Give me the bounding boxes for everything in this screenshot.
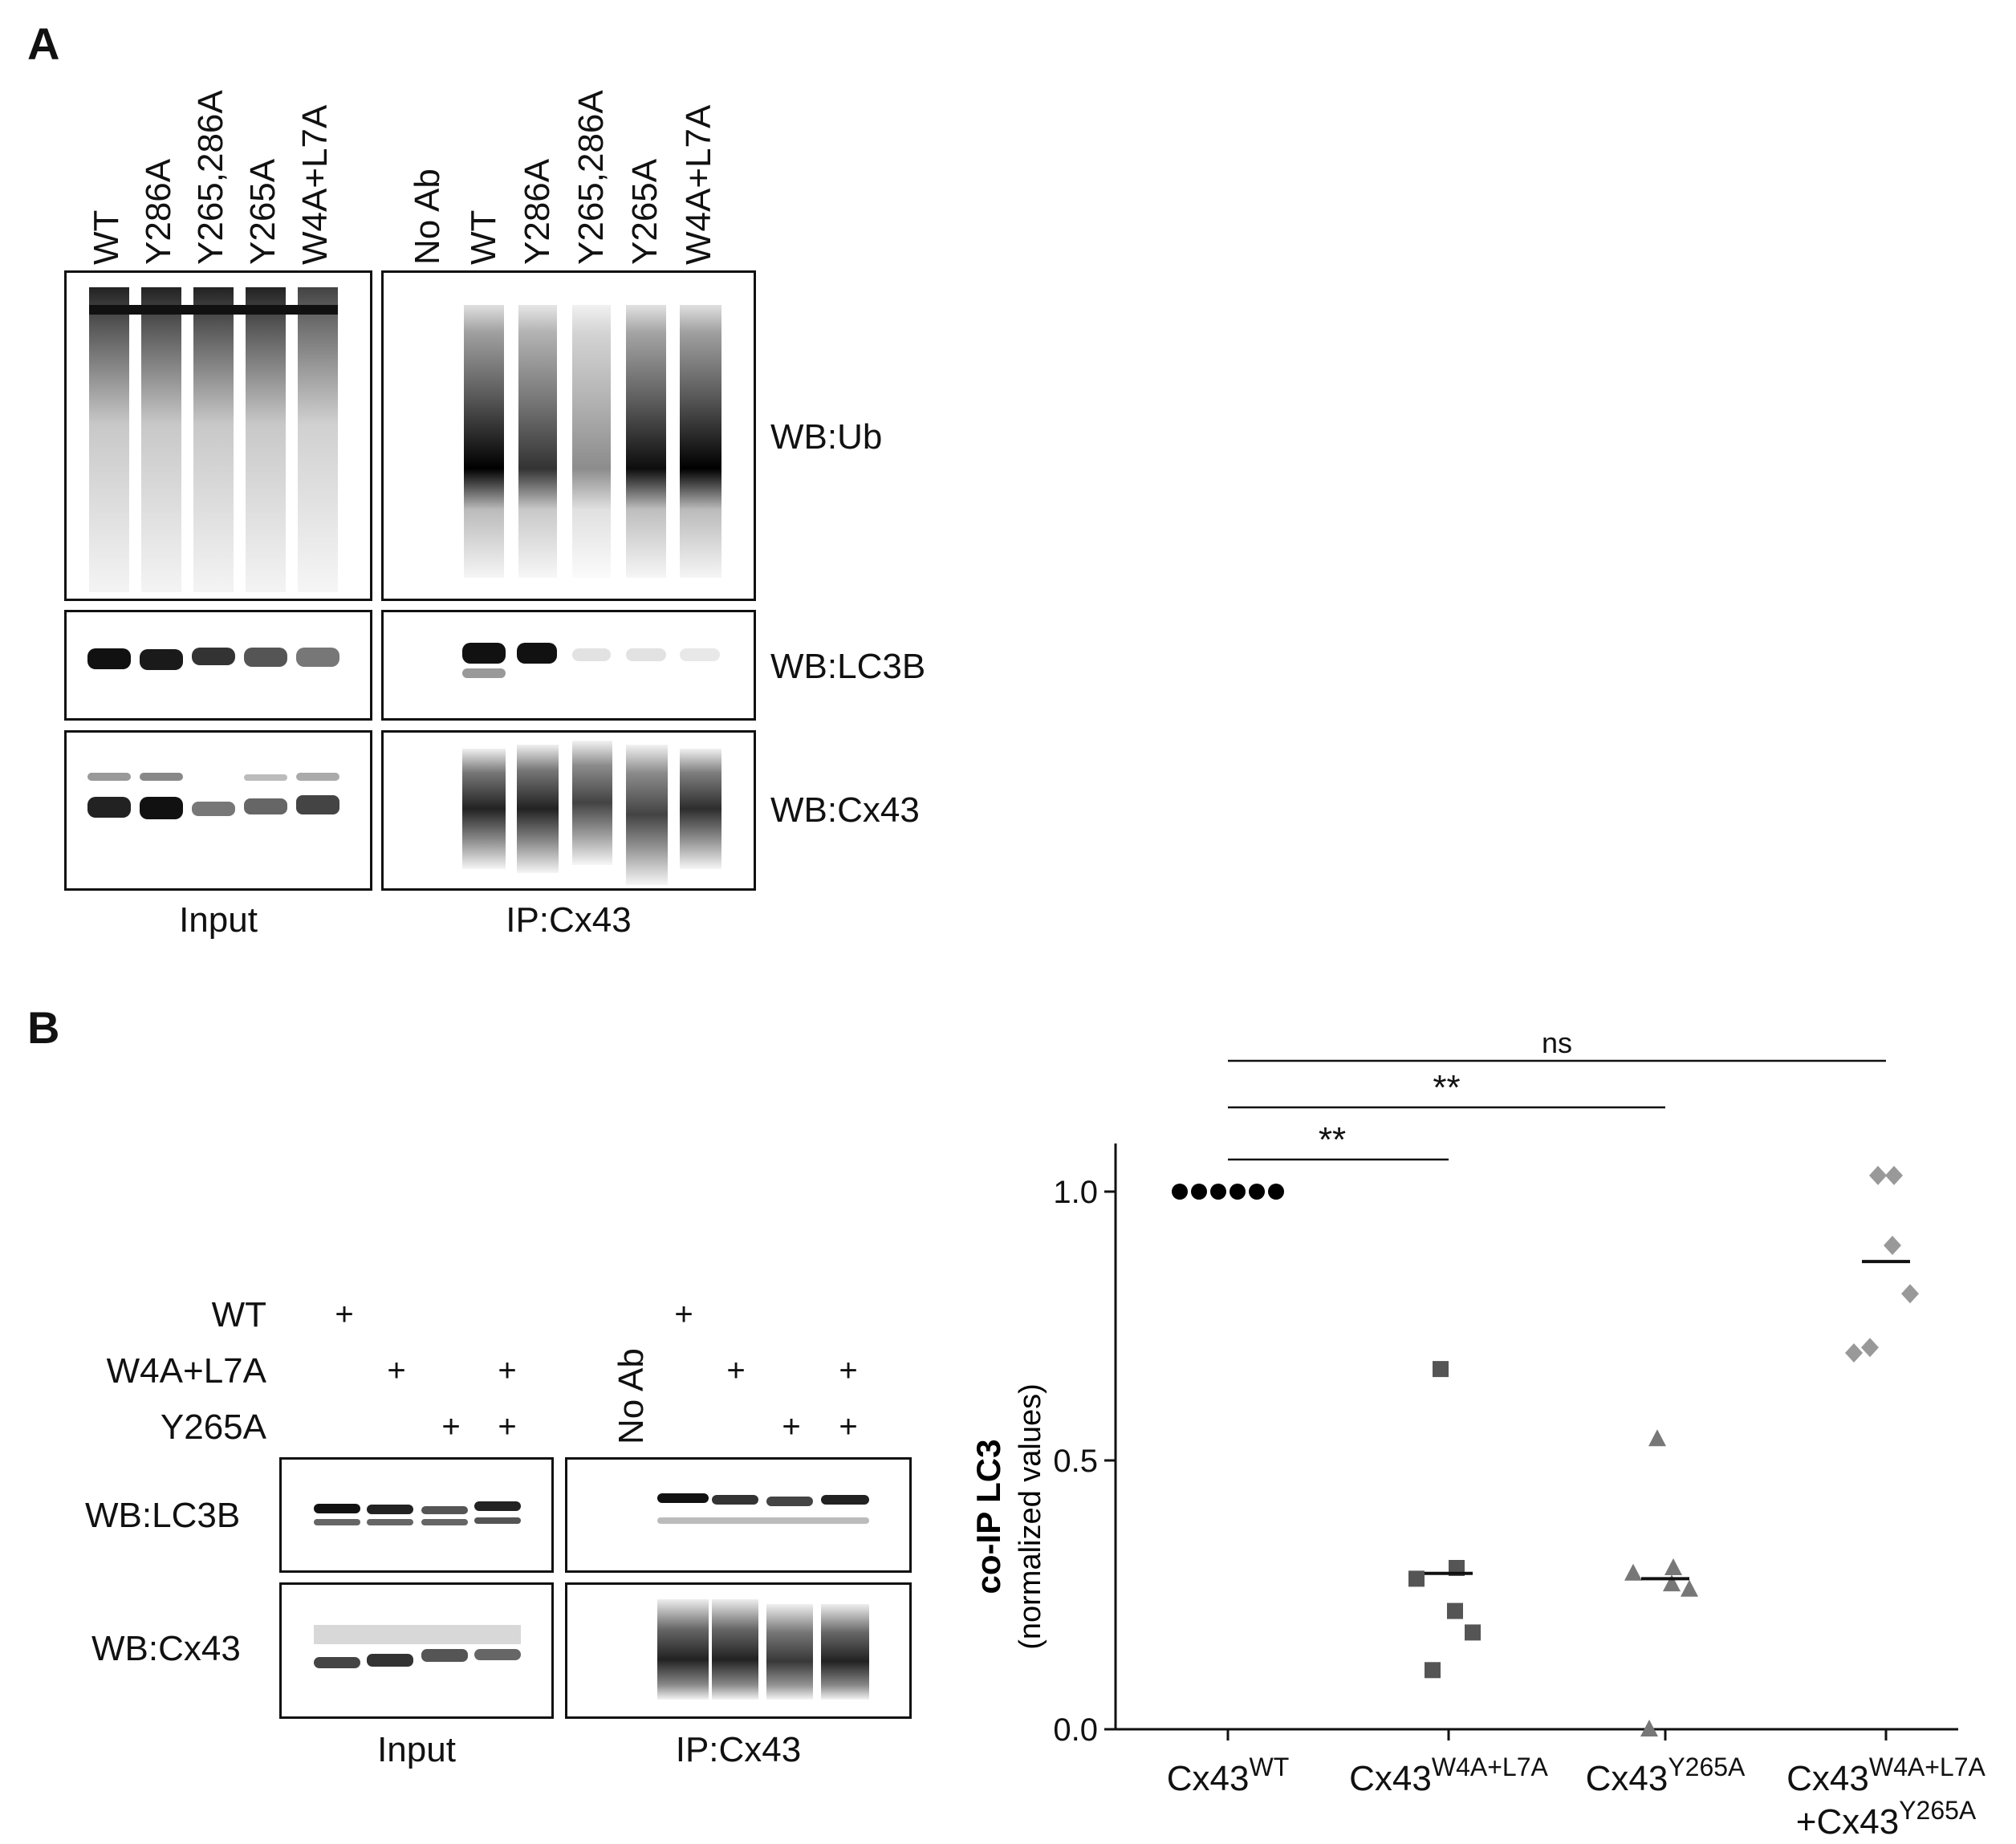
wb-label-ub: WB:Ub — [770, 417, 883, 457]
blot-lc3b-input-image — [87, 648, 339, 670]
blot-cx43-input-image — [87, 773, 339, 819]
blot-b-cx43-input-image — [314, 1625, 521, 1668]
blot-cx43-ip-image — [462, 741, 721, 885]
blot-b-cx43-ip-image — [657, 1599, 869, 1700]
blot-ub-ip — [381, 270, 756, 601]
plus-sign: + — [674, 1297, 693, 1332]
plus-sign: + — [335, 1297, 354, 1332]
data-point-square — [1433, 1361, 1449, 1378]
data-point-diamond — [1901, 1284, 1919, 1304]
blot-lc3b-ip-image — [462, 643, 720, 678]
data-point-circle — [1191, 1184, 1207, 1200]
plus-sign: + — [387, 1353, 406, 1388]
x-tick-label-line2: +Cx43Y265A — [1796, 1796, 1977, 1838]
blot-ub-input — [64, 270, 372, 601]
significance-label: ** — [1433, 1068, 1460, 1107]
data-point-triangle — [1648, 1429, 1666, 1447]
blot-b-lc3b-input — [279, 1457, 554, 1573]
chart-x-labels: Cx43WT Cx43W4A+L7A Cx43Y265A Cx43W4A+L7A+Cx… — [1167, 1753, 1986, 1838]
data-point-diamond — [1885, 1165, 1903, 1185]
lane-label: WT — [87, 209, 126, 265]
chart-y-ticks: 0.0 0.5 1.0 — [1053, 1175, 1888, 1748]
lane-label: Y265A — [243, 158, 282, 265]
wb-label-b-cx43: WB:Cx43 — [91, 1629, 241, 1668]
blot-b-lc3b-ip — [565, 1457, 912, 1573]
y-axis-label: co-IP LC3 — [969, 1440, 1007, 1594]
blot-b-lc3b-ip-image — [657, 1493, 869, 1524]
plus-sign: + — [726, 1353, 746, 1388]
coip-scatter-chart: 0.0 0.5 1.0 ** ** ns Cx43WT Cx43W4A+L7A Cx43Y2… — [969, 1026, 1986, 1838]
data-point-circle — [1268, 1184, 1284, 1200]
panel-a-letter: A — [27, 18, 60, 69]
significance-label: ns — [1542, 1026, 1572, 1059]
lane-label-no-ab: No Ab — [612, 1348, 651, 1444]
data-point-square — [1425, 1662, 1441, 1679]
blot-b-cx43-ip — [565, 1582, 912, 1719]
panel-b-letter: B — [27, 1002, 60, 1053]
data-point-triangle — [1663, 1574, 1681, 1592]
data-point-diamond — [1845, 1343, 1863, 1363]
x-tick-label: Cx43Y265A — [1586, 1753, 1746, 1798]
data-point-diamond — [1884, 1236, 1901, 1255]
data-point-square — [1465, 1624, 1481, 1641]
data-point-circle — [1230, 1184, 1246, 1200]
data-point-diamond — [1869, 1165, 1887, 1185]
data-point-triangle — [1681, 1579, 1698, 1597]
lane-label: WT — [464, 209, 503, 265]
data-point-circle — [1172, 1184, 1188, 1200]
y-tick-label: 0.5 — [1053, 1444, 1098, 1479]
lane-label: Y265,286A — [571, 90, 611, 265]
data-point-square — [1447, 1602, 1463, 1619]
blot-b-lc3b-input-image — [314, 1501, 521, 1525]
plus-sign: + — [782, 1409, 801, 1444]
blot-ub-ip-image — [464, 305, 721, 578]
y-axis-sublabel: (normalized values) — [1014, 1383, 1047, 1650]
wb-label-lc3b: WB:LC3B — [770, 647, 926, 686]
caption-ip-b: IP:Cx43 — [675, 1730, 802, 1769]
significance-label: ** — [1319, 1120, 1346, 1160]
chart-comparisons: ** ** ns — [1228, 1026, 1886, 1161]
blot-cx43-ip — [381, 730, 756, 891]
lane-label: Y265,286A — [191, 90, 230, 265]
data-point-triangle — [1640, 1720, 1658, 1736]
data-point-circle — [1210, 1184, 1226, 1200]
blot-lc3b-ip — [381, 610, 756, 721]
data-point-diamond — [1861, 1338, 1879, 1358]
lane-label: Y286A — [139, 158, 178, 265]
wb-label-b-lc3b: WB:LC3B — [85, 1496, 241, 1535]
lane-label: Y265A — [625, 158, 665, 265]
caption-input-a: Input — [179, 900, 258, 940]
x-tick-label: Cx43W4A+L7A — [1349, 1753, 1548, 1798]
data-point-triangle — [1624, 1563, 1642, 1581]
data-point-square — [1408, 1570, 1425, 1587]
condition-label-wt: WT — [211, 1295, 266, 1334]
caption-ip-a: IP:Cx43 — [506, 900, 632, 940]
blot-ub-input-image — [89, 287, 338, 592]
condition-label-w4a-l7a: W4A+L7A — [106, 1351, 266, 1391]
plus-sign: + — [839, 1353, 858, 1388]
condition-label-y265a: Y265A — [160, 1407, 266, 1447]
chart-marks — [1172, 1165, 1919, 1736]
data-point-triangle — [1664, 1558, 1682, 1575]
blot-lc3b-input — [64, 610, 372, 721]
caption-input-b: Input — [377, 1730, 456, 1769]
wb-label-cx43: WB:Cx43 — [770, 790, 920, 830]
plus-sign: + — [498, 1409, 517, 1444]
y-tick-label: 0.0 — [1053, 1712, 1098, 1748]
x-tick-label: Cx43WT — [1167, 1753, 1289, 1798]
blot-b-cx43-input — [279, 1582, 554, 1719]
blot-cx43-input — [64, 730, 372, 891]
chart-axes — [1114, 1143, 1958, 1731]
plus-sign: + — [441, 1409, 461, 1444]
y-tick-label: 1.0 — [1053, 1175, 1098, 1210]
lane-label: W4A+L7A — [295, 104, 335, 265]
lane-label: Y286A — [518, 158, 557, 265]
plus-sign: + — [498, 1353, 517, 1388]
lane-label: No Ab — [408, 169, 447, 265]
plus-sign: + — [839, 1409, 858, 1444]
lane-label: W4A+L7A — [679, 104, 718, 265]
data-point-circle — [1249, 1184, 1265, 1200]
x-tick-label: Cx43W4A+L7A — [1786, 1753, 1986, 1798]
